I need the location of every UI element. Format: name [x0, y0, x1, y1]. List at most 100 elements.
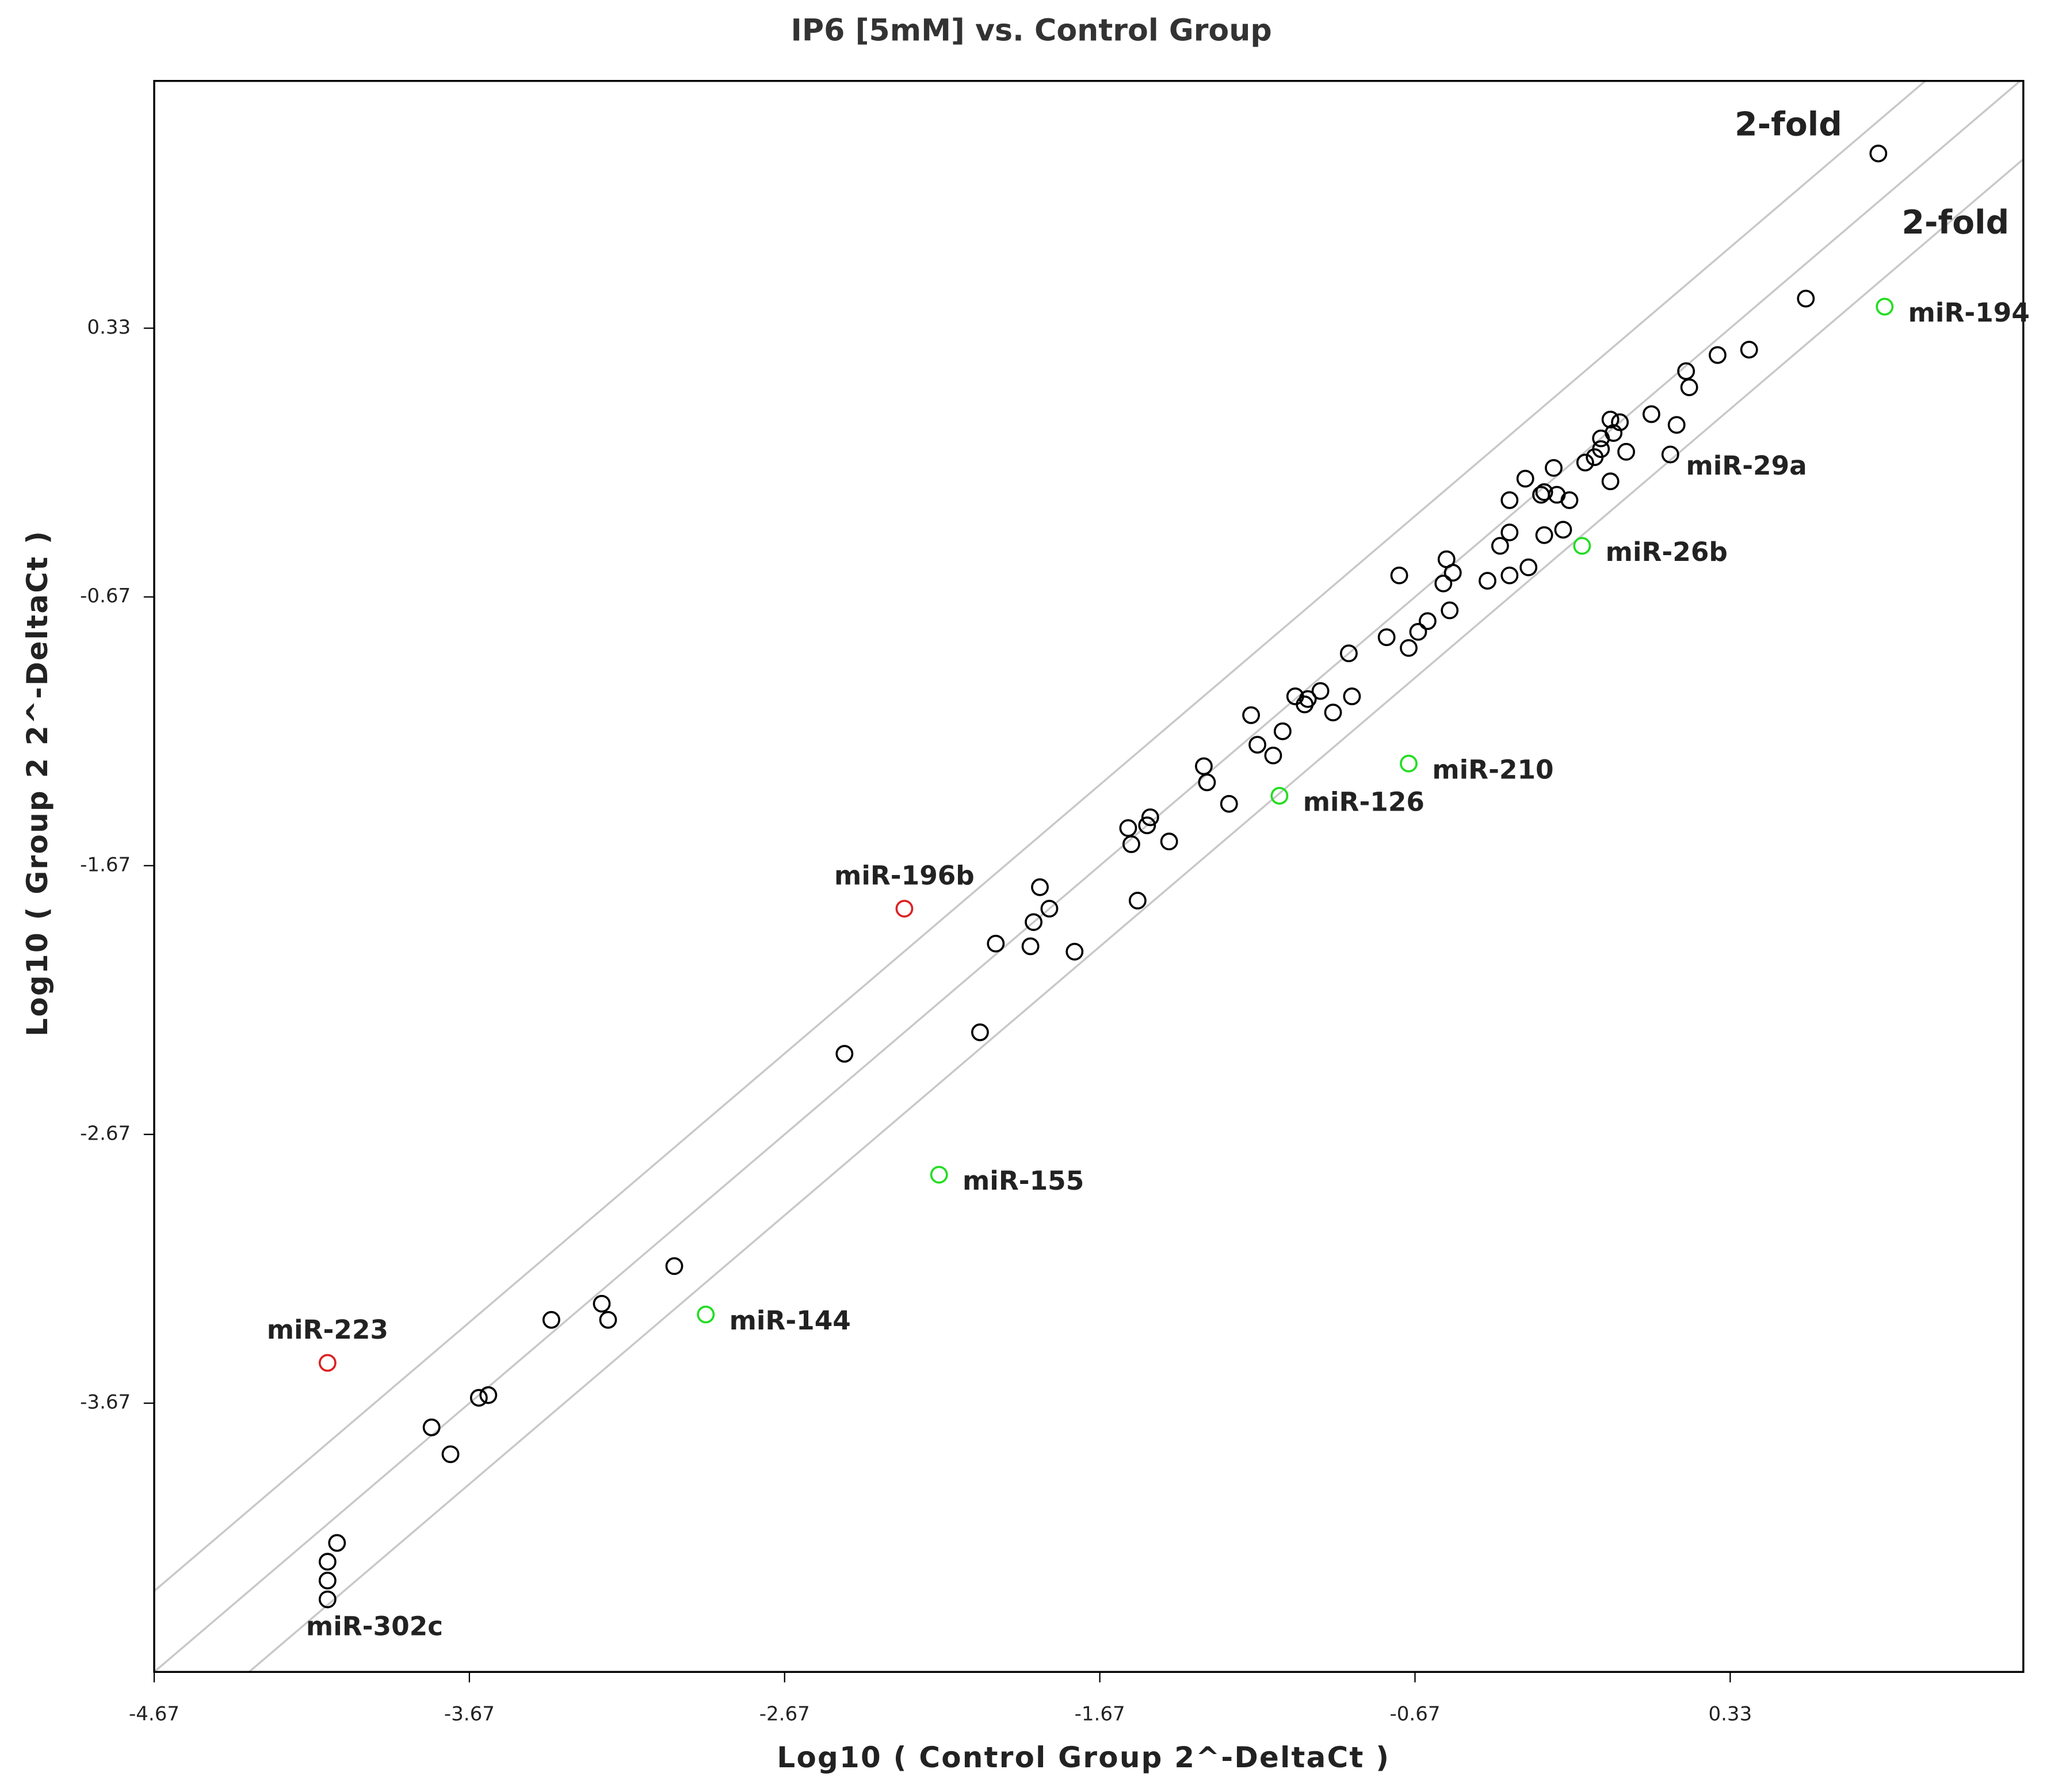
- point: [1443, 564, 1462, 582]
- point: [1418, 612, 1437, 631]
- point: [1031, 878, 1049, 896]
- point: [599, 1310, 617, 1329]
- point: [1194, 757, 1213, 775]
- point-label: miR-210: [1432, 754, 1553, 785]
- point: [1667, 416, 1686, 434]
- point: [987, 934, 1005, 953]
- y-axis-title: Log10 ( Group 2 2^-DeltaCt ): [21, 530, 54, 1037]
- point: [1661, 445, 1679, 464]
- point: [542, 1310, 560, 1329]
- point: [1264, 746, 1282, 765]
- point: [1535, 526, 1553, 544]
- point-label: miR-302c: [306, 1611, 443, 1642]
- point: [1122, 835, 1140, 853]
- point: [1519, 558, 1538, 576]
- point-label: miR-26b: [1606, 537, 1728, 567]
- point: [1601, 410, 1620, 429]
- fold-line: [154, 81, 1927, 1592]
- point: [930, 1166, 948, 1184]
- point: [1343, 687, 1361, 705]
- plot-frame: [153, 79, 2025, 1673]
- point: [1869, 144, 1888, 163]
- x-tick-label: -2.67: [759, 1703, 810, 1726]
- point: [1740, 341, 1758, 359]
- point: [1592, 429, 1610, 448]
- point: [1554, 521, 1572, 539]
- point: [971, 1023, 989, 1041]
- point-label: miR-29a: [1686, 450, 1807, 481]
- point: [1617, 442, 1635, 461]
- fold-label: 2-fold: [1735, 106, 1842, 144]
- point: [1500, 491, 1519, 509]
- point: [1545, 458, 1563, 477]
- y-tick-label: -2.67: [80, 1122, 131, 1145]
- x-axis-title: Log10 ( Control Group 2^-DeltaCt ): [777, 1741, 1390, 1774]
- x-tick-label: -3.67: [444, 1703, 495, 1726]
- fold-line: [247, 158, 2023, 1672]
- point: [1434, 574, 1453, 593]
- point: [1270, 786, 1289, 805]
- point: [665, 1257, 683, 1275]
- point-label: miR-144: [730, 1305, 851, 1336]
- point: [1065, 942, 1084, 961]
- chart-title: IP6 [5mM] vs. Control Group: [790, 14, 1271, 48]
- point: [1025, 913, 1042, 931]
- fold-label: 2-fold: [1902, 204, 2010, 242]
- point: [1248, 736, 1266, 754]
- x-tick-label: -4.67: [129, 1703, 180, 1726]
- x-tick-label: -0.67: [1389, 1703, 1440, 1726]
- point: [1441, 601, 1459, 620]
- point: [479, 1386, 498, 1404]
- point: [1311, 682, 1330, 700]
- point: [1797, 289, 1815, 308]
- x-tick-label: -1.67: [1075, 1703, 1125, 1726]
- point: [1680, 378, 1698, 396]
- y-tick-label: -1.67: [80, 853, 131, 876]
- y-tick-label: -3.67: [80, 1391, 131, 1414]
- point: [1491, 537, 1509, 555]
- point: [318, 1553, 337, 1571]
- point: [1642, 405, 1660, 423]
- point: [1586, 448, 1604, 467]
- point: [835, 1045, 854, 1063]
- point: [1400, 754, 1418, 773]
- point: [318, 1572, 337, 1590]
- point: [593, 1294, 611, 1313]
- point: [1560, 491, 1579, 509]
- point: [1021, 937, 1040, 956]
- point: [1576, 453, 1594, 472]
- point: [1400, 639, 1418, 657]
- point: [1160, 832, 1178, 851]
- y-tick-label: 0.33: [87, 316, 131, 339]
- point: [1128, 892, 1147, 910]
- point-label: miR-194: [1908, 297, 2030, 328]
- point: [1040, 900, 1059, 918]
- point: [1138, 816, 1156, 835]
- point: [1535, 483, 1553, 501]
- point: [1709, 346, 1727, 364]
- point: [1273, 722, 1292, 740]
- point: [422, 1418, 441, 1436]
- point: [1532, 486, 1550, 504]
- point: [318, 1590, 337, 1608]
- point: [441, 1445, 460, 1464]
- fold-line: [154, 81, 2022, 1672]
- point: [1198, 773, 1216, 792]
- point: [1377, 628, 1396, 647]
- point: [1242, 706, 1261, 724]
- x-tick-label: 0.33: [1708, 1703, 1752, 1726]
- point: [1390, 566, 1408, 584]
- point: [1500, 524, 1519, 541]
- point: [1340, 644, 1358, 663]
- point-label: miR-126: [1303, 786, 1425, 817]
- point: [1296, 696, 1314, 713]
- point: [469, 1389, 488, 1407]
- point: [1220, 794, 1238, 813]
- point: [1141, 808, 1159, 827]
- y-tick-label: -0.67: [80, 584, 131, 607]
- point-label: miR-196b: [834, 861, 975, 891]
- point: [1573, 537, 1591, 555]
- point: [328, 1534, 346, 1552]
